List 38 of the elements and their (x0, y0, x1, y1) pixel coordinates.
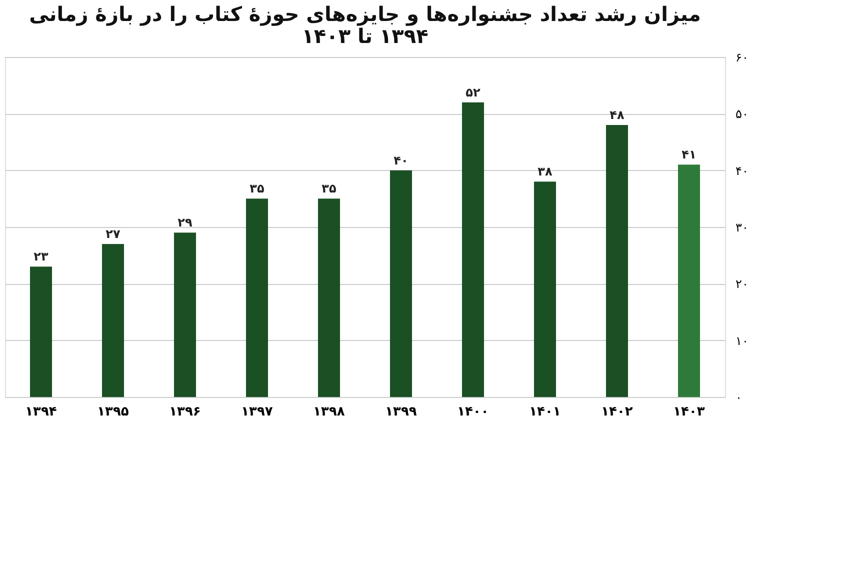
x-tick-label: ۱۳۹۹ (385, 404, 417, 420)
bar (390, 170, 412, 397)
bar (678, 164, 700, 397)
x-tick-label: ۱۴۰۱ (529, 404, 561, 420)
x-tick-label: ۱۴۰۳ (673, 404, 705, 420)
data-label: ۳۵ (322, 182, 336, 196)
data-label: ۳۵ (250, 182, 264, 196)
data-label: ۲۳ (34, 250, 49, 264)
x-tick-label: ۱۳۹۵ (97, 404, 129, 420)
x-tick-label: ۱۴۰۰ (457, 404, 489, 420)
data-label: ۲۹ (178, 216, 193, 230)
y-tick-label: ۶۰ (736, 50, 748, 64)
data-label: ۲۷ (106, 227, 121, 241)
bar (102, 244, 124, 397)
bar (606, 125, 628, 397)
x-tick-label: ۱۳۹۷ (241, 404, 273, 420)
x-tick-label: ۱۳۹۴ (25, 404, 57, 420)
y-tick-label: ۳۰ (736, 220, 748, 234)
bar (246, 198, 268, 397)
y-tick-label: ۲۰ (736, 277, 748, 292)
x-tick-label: ۱۴۰۲ (601, 404, 633, 420)
data-label: ۴۸ (610, 108, 625, 122)
data-label: ۳۸ (538, 164, 553, 179)
bar (534, 182, 556, 397)
x-tick-label: ۱۳۹۸ (313, 404, 345, 420)
bar (174, 232, 196, 397)
data-label: ۵۲ (466, 85, 481, 100)
y-tick-label: ۱۰ (736, 334, 748, 348)
y-tick-label: ۰ (736, 390, 742, 404)
bar (30, 266, 52, 397)
bar (318, 198, 340, 397)
x-tick-label: ۱۳۹۶ (169, 404, 201, 420)
data-label: ۴۰ (394, 153, 408, 168)
chart-title: میزان رشد تعداد جشنواره‌ها و جایزه‌های حوزهٔ کتاب را در بازهٔ زمانی ۱۳۹۴ تا ۱۴۰۳ (29, 2, 701, 48)
y-tick-label: ۵۰ (736, 107, 748, 122)
y-tick-label: ۴۰ (736, 164, 748, 178)
data-label: ۴۱ (682, 148, 696, 162)
bar (462, 102, 484, 397)
